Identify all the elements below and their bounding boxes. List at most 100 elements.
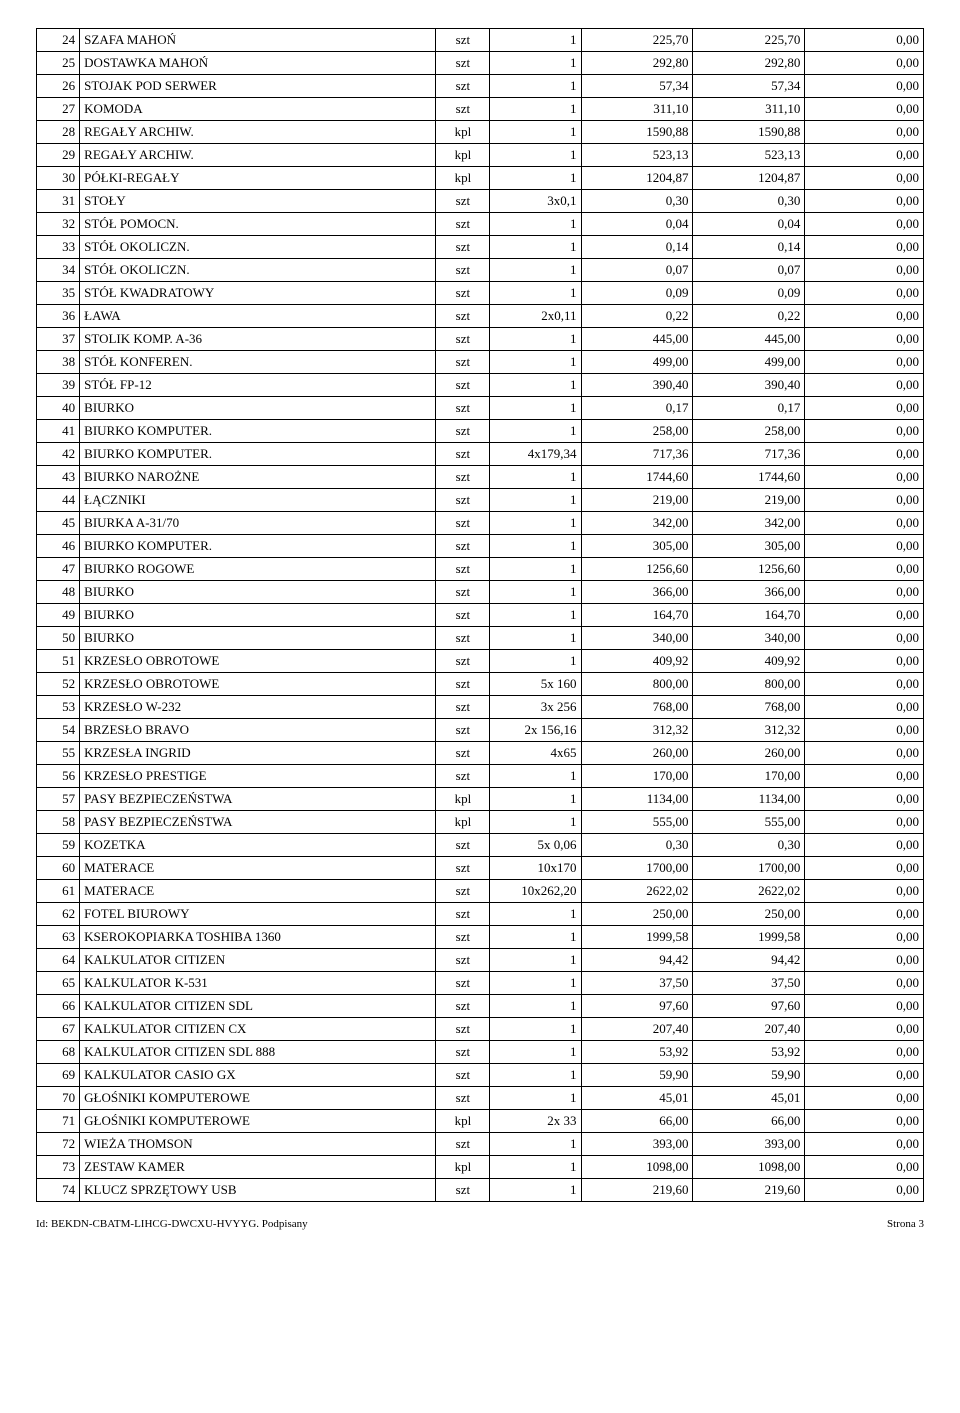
cell-num: 43 xyxy=(37,466,80,489)
cell-v2: 258,00 xyxy=(693,420,805,443)
cell-v2: 0,14 xyxy=(693,236,805,259)
cell-num: 48 xyxy=(37,581,80,604)
cell-v3: 0,00 xyxy=(805,834,924,857)
cell-v1: 207,40 xyxy=(581,1018,693,1041)
cell-unit: szt xyxy=(436,1064,490,1087)
cell-name: WIEŻA THOMSON xyxy=(80,1133,436,1156)
cell-name: KALKULATOR CITIZEN SDL 888 xyxy=(80,1041,436,1064)
cell-num: 64 xyxy=(37,949,80,972)
cell-name: KALKULATOR K-531 xyxy=(80,972,436,995)
cell-qty: 1 xyxy=(490,1018,581,1041)
cell-num: 62 xyxy=(37,903,80,926)
cell-num: 68 xyxy=(37,1041,80,1064)
cell-unit: kpl xyxy=(436,811,490,834)
cell-v3: 0,00 xyxy=(805,52,924,75)
cell-v2: 292,80 xyxy=(693,52,805,75)
table-row: 27KOMODAszt1311,10311,100,00 xyxy=(37,98,924,121)
cell-num: 26 xyxy=(37,75,80,98)
table-row: 33STÓŁ OKOLICZN.szt10,140,140,00 xyxy=(37,236,924,259)
cell-qty: 1 xyxy=(490,535,581,558)
cell-v2: 207,40 xyxy=(693,1018,805,1041)
cell-v2: 0,09 xyxy=(693,282,805,305)
cell-qty: 1 xyxy=(490,144,581,167)
cell-v1: 53,92 xyxy=(581,1041,693,1064)
cell-v3: 0,00 xyxy=(805,604,924,627)
cell-unit: szt xyxy=(436,650,490,673)
cell-v2: 0,17 xyxy=(693,397,805,420)
cell-v2: 1204,87 xyxy=(693,167,805,190)
cell-v1: 219,60 xyxy=(581,1179,693,1202)
cell-num: 67 xyxy=(37,1018,80,1041)
cell-qty: 1 xyxy=(490,374,581,397)
cell-v3: 0,00 xyxy=(805,1018,924,1041)
cell-v3: 0,00 xyxy=(805,190,924,213)
table-row: 63KSEROKOPIARKA TOSHIBA 1360szt11999,581… xyxy=(37,926,924,949)
cell-v2: 66,00 xyxy=(693,1110,805,1133)
cell-num: 56 xyxy=(37,765,80,788)
table-row: 44ŁĄCZNIKIszt1219,00219,000,00 xyxy=(37,489,924,512)
cell-name: BIURKO KOMPUTER. xyxy=(80,535,436,558)
cell-v3: 0,00 xyxy=(805,466,924,489)
cell-v3: 0,00 xyxy=(805,581,924,604)
cell-name: KRZESŁO W-232 xyxy=(80,696,436,719)
cell-v3: 0,00 xyxy=(805,949,924,972)
cell-name: ŁAWA xyxy=(80,305,436,328)
cell-qty: 1 xyxy=(490,121,581,144)
cell-qty: 1 xyxy=(490,926,581,949)
cell-v2: 342,00 xyxy=(693,512,805,535)
cell-qty: 1 xyxy=(490,995,581,1018)
cell-v2: 1590,88 xyxy=(693,121,805,144)
table-row: 71GŁOŚNIKI KOMPUTEROWEkpl2x 3366,0066,00… xyxy=(37,1110,924,1133)
cell-v3: 0,00 xyxy=(805,627,924,650)
cell-v1: 0,04 xyxy=(581,213,693,236)
cell-num: 60 xyxy=(37,857,80,880)
table-row: 52KRZESŁO OBROTOWEszt5x 160800,00800,000… xyxy=(37,673,924,696)
cell-v3: 0,00 xyxy=(805,98,924,121)
table-row: 70GŁOŚNIKI KOMPUTEROWEszt145,0145,010,00 xyxy=(37,1087,924,1110)
cell-qty: 2x 156,16 xyxy=(490,719,581,742)
cell-v3: 0,00 xyxy=(805,926,924,949)
cell-v2: 0,07 xyxy=(693,259,805,282)
cell-v1: 305,00 xyxy=(581,535,693,558)
cell-name: BIURKA A-31/70 xyxy=(80,512,436,535)
cell-qty: 1 xyxy=(490,1064,581,1087)
cell-qty: 1 xyxy=(490,98,581,121)
cell-unit: szt xyxy=(436,834,490,857)
cell-unit: szt xyxy=(436,627,490,650)
cell-unit: szt xyxy=(436,765,490,788)
cell-v2: 59,90 xyxy=(693,1064,805,1087)
cell-name: REGAŁY ARCHIW. xyxy=(80,121,436,144)
cell-v3: 0,00 xyxy=(805,75,924,98)
cell-num: 35 xyxy=(37,282,80,305)
cell-qty: 3x 256 xyxy=(490,696,581,719)
cell-num: 70 xyxy=(37,1087,80,1110)
cell-v3: 0,00 xyxy=(805,1110,924,1133)
cell-qty: 1 xyxy=(490,903,581,926)
cell-name: KALKULATOR CITIZEN CX xyxy=(80,1018,436,1041)
cell-name: STOJAK POD SERWER xyxy=(80,75,436,98)
cell-v1: 59,90 xyxy=(581,1064,693,1087)
cell-v2: 409,92 xyxy=(693,650,805,673)
cell-v2: 250,00 xyxy=(693,903,805,926)
cell-num: 27 xyxy=(37,98,80,121)
cell-num: 46 xyxy=(37,535,80,558)
cell-unit: szt xyxy=(436,374,490,397)
cell-unit: szt xyxy=(436,1041,490,1064)
cell-name: BIURKO KOMPUTER. xyxy=(80,420,436,443)
cell-num: 40 xyxy=(37,397,80,420)
cell-v1: 0,09 xyxy=(581,282,693,305)
cell-name: STOŁY xyxy=(80,190,436,213)
cell-unit: szt xyxy=(436,696,490,719)
cell-v3: 0,00 xyxy=(805,880,924,903)
table-row: 34STÓŁ OKOLICZN.szt10,070,070,00 xyxy=(37,259,924,282)
cell-v1: 219,00 xyxy=(581,489,693,512)
cell-v1: 225,70 xyxy=(581,29,693,52)
cell-num: 51 xyxy=(37,650,80,673)
cell-v1: 0,14 xyxy=(581,236,693,259)
cell-v1: 164,70 xyxy=(581,604,693,627)
table-row: 29REGAŁY ARCHIW.kpl1523,13523,130,00 xyxy=(37,144,924,167)
cell-v2: 170,00 xyxy=(693,765,805,788)
cell-v3: 0,00 xyxy=(805,1179,924,1202)
cell-unit: szt xyxy=(436,190,490,213)
table-row: 42BIURKO KOMPUTER.szt4x179,34717,36717,3… xyxy=(37,443,924,466)
